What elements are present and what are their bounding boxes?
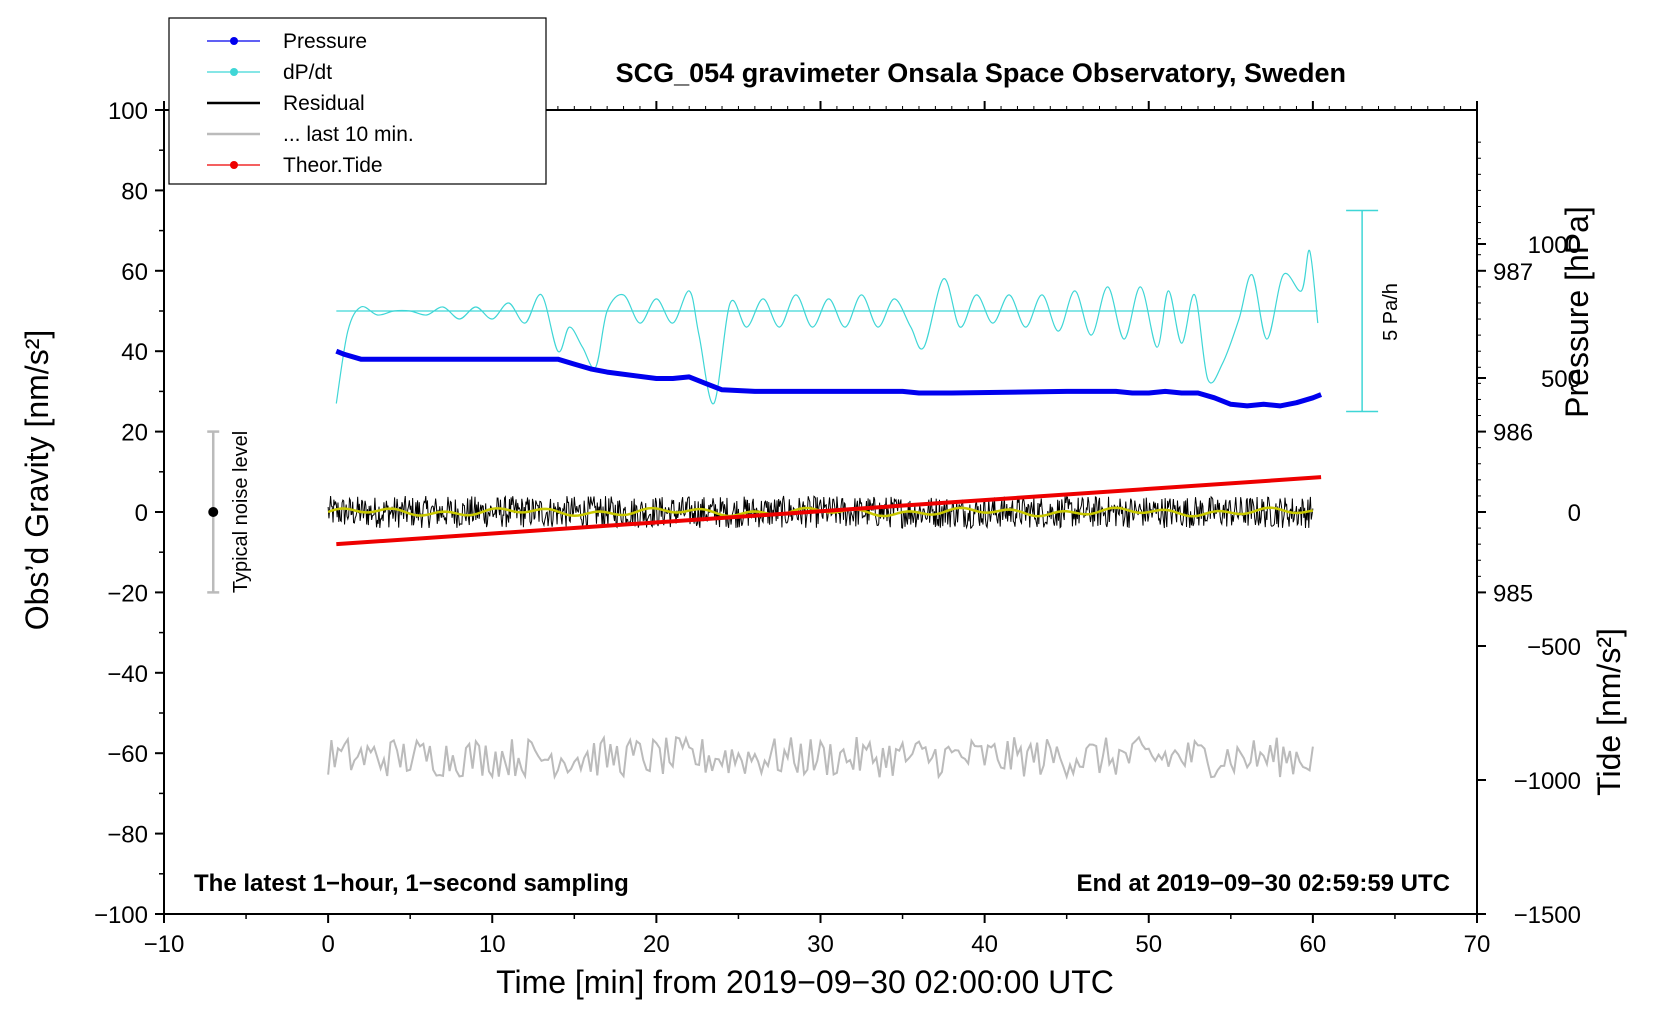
series-layer (327, 250, 1323, 781)
y-tick-label: 0 (135, 500, 148, 527)
pressure-tick-label: 985 (1493, 580, 1533, 607)
legend-label: ... last 10 min. (283, 123, 414, 146)
y-tick-labels: −100 −80 −60 −40 −20 0 20 40 60 80 100 (94, 98, 148, 929)
y-tick-label: 80 (121, 178, 148, 205)
x-tick-label: 10 (479, 931, 506, 958)
annotation-end-time: End at 2019−09−30 02:59:59 UTC (1076, 870, 1450, 897)
tide-tick-labels: −1500 −1000 −500 0 500 1000 (1514, 232, 1581, 929)
y-tick-label: −40 (107, 661, 148, 688)
tide-tick-label: −500 (1527, 634, 1581, 661)
x-tick-label: 50 (1135, 931, 1162, 958)
chart-title: SCG_054 gravimeter Onsala Space Observat… (616, 58, 1346, 88)
legend: Pressure dP/dt Residual ... last 10 min. The… (168, 17, 547, 185)
legend-label: dP/dt (283, 61, 332, 84)
tide-tick-label: 0 (1568, 500, 1581, 527)
tide-tick-label: 1000 (1528, 232, 1581, 259)
x-tick-label: 40 (971, 931, 998, 958)
x-tick-label: 0 (321, 931, 334, 958)
y-tick-label: 40 (121, 339, 148, 366)
noise-level-label: Typical noise level (230, 431, 252, 593)
x-tick-labels: −10 0 10 20 30 40 50 60 70 (144, 931, 1491, 958)
x-tick-label: −10 (144, 931, 185, 958)
tide-tick-label: −1500 (1514, 902, 1581, 929)
overlay-layer (207, 209, 1379, 594)
theor-tide-line (336, 475, 1322, 547)
y-axis-title-pressure: Pressure [hPa] (1559, 206, 1595, 418)
y-axis-title-tide: Tide [nm/s²] (1591, 628, 1627, 796)
y-tick-label: −20 (107, 580, 148, 607)
y-tick-label: −100 (94, 902, 148, 929)
noise-bar-point (208, 507, 219, 517)
x-tick-label: 60 (1300, 931, 1327, 958)
dpdt-line (335, 250, 1319, 405)
x-axis-title: Time [min] from 2019−09−30 02:00:00 UTC (496, 964, 1114, 1000)
legend-swatch-dot (230, 161, 238, 169)
y-axis-title-left: Obs’d Gravity [nm/s²] (19, 330, 55, 631)
legend-label: Theor.Tide (283, 154, 383, 177)
x-tick-label: 30 (807, 931, 834, 958)
pressure-tick-label: 987 (1493, 259, 1533, 286)
y-tick-label: 20 (121, 420, 148, 447)
x-tick-label: 70 (1464, 931, 1491, 958)
legend-label: Pressure (283, 30, 367, 53)
last-10-min-line (327, 734, 1314, 781)
legend-label: Residual (283, 92, 365, 115)
pressure-line (335, 348, 1323, 409)
y-tick-label: 60 (121, 259, 148, 286)
legend-swatch-dot (230, 37, 238, 45)
pressure-tick-labels: 985 986 987 (1493, 259, 1533, 608)
legend-swatch-dot (230, 68, 238, 76)
annotation-sampling: The latest 1−hour, 1−second sampling (194, 870, 629, 897)
y-tick-label: −60 (107, 741, 148, 768)
y-tick-label: −80 (107, 822, 148, 849)
pressure-tick-label: 986 (1493, 420, 1533, 447)
y-tick-label: 100 (108, 98, 148, 125)
dpdt-scale-label: 5 Pa/h (1380, 283, 1402, 341)
tide-tick-label: −1000 (1514, 768, 1581, 795)
x-tick-label: 20 (643, 931, 670, 958)
tide-tick-label: 500 (1541, 366, 1581, 393)
legend-box (168, 17, 547, 185)
